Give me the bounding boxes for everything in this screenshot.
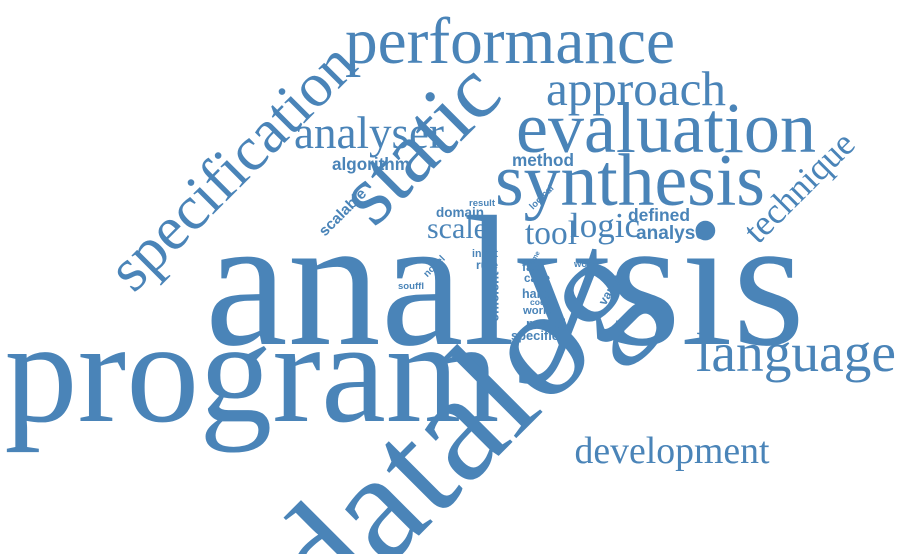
word-method: method [512,152,574,169]
word-defined: defined [628,207,690,224]
word-specific: specific [511,330,559,343]
word-case: case [524,273,550,285]
word-souffl: souffl [398,282,424,292]
word-partial: partial [526,317,566,330]
word-result: result [469,199,495,209]
word-real: real [483,240,497,248]
word-code: code [530,298,550,307]
word-analyse: analyse [636,224,706,243]
word-approach: approach [546,64,726,113]
word-work: work [574,259,596,268]
word-analyser: analyser [294,111,444,156]
word-development: development [575,433,770,471]
word-efficient: efficient [487,271,500,321]
word-world: world [523,306,553,317]
word-tool: tool [525,217,577,250]
word-algorithm: algorithm [332,156,410,173]
word-language: language [696,325,896,380]
word-rule: rule [476,259,498,271]
